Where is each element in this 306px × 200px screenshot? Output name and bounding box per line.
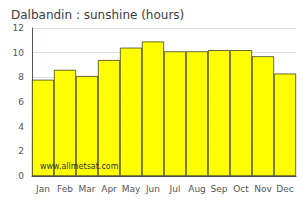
svg-text:4: 4 <box>18 122 24 132</box>
svg-text:Jul: Jul <box>169 184 181 194</box>
svg-text:Mar: Mar <box>79 184 96 194</box>
svg-text:Feb: Feb <box>57 184 73 194</box>
svg-text:Aug: Aug <box>188 184 206 194</box>
svg-text:2: 2 <box>18 146 24 156</box>
svg-text:10: 10 <box>13 48 25 58</box>
svg-text:Sep: Sep <box>211 184 228 194</box>
svg-text:6: 6 <box>18 97 24 107</box>
svg-text:0: 0 <box>18 171 24 181</box>
svg-text:www.allmetsat.com: www.allmetsat.com <box>40 162 119 171</box>
svg-text:Dec: Dec <box>276 184 293 194</box>
svg-text:Jan: Jan <box>35 184 50 194</box>
svg-text:Oct: Oct <box>233 184 249 194</box>
svg-text:Apr: Apr <box>101 184 117 194</box>
svg-text:May: May <box>122 184 141 194</box>
svg-text:Dalbandin : sunshine (hours): Dalbandin : sunshine (hours) <box>11 8 184 22</box>
svg-text:Jun: Jun <box>145 184 160 194</box>
svg-text:Nov: Nov <box>254 184 272 194</box>
svg-text:8: 8 <box>18 72 24 82</box>
svg-text:12: 12 <box>13 23 24 33</box>
